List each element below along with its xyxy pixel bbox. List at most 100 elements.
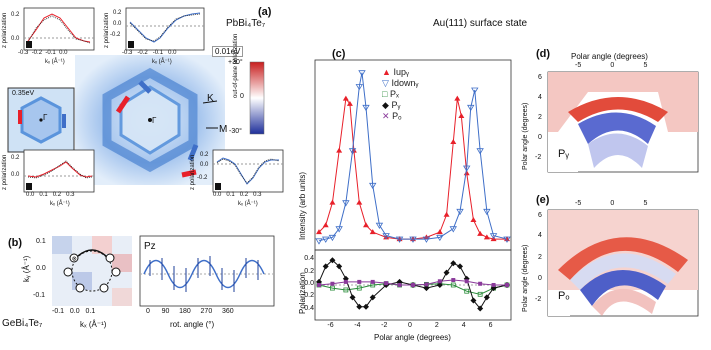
subplot-4-xticks: 0.0 0.1 0.2 0.3 bbox=[26, 192, 75, 198]
subplot-1-ytick-1: 0.0 bbox=[11, 36, 20, 42]
subplot-3-ytick-0: 0.2 bbox=[200, 152, 209, 158]
data-point-iup-y bbox=[470, 217, 477, 222]
data-point-p-z bbox=[437, 279, 442, 284]
legend-iup: ▲ Iupᵧ bbox=[382, 67, 409, 77]
panel-b-xlabel: kₓ (Å⁻¹) bbox=[80, 320, 107, 329]
subplot-3-ylabel: z polarization bbox=[190, 154, 196, 190]
data-point-p-y bbox=[436, 282, 443, 288]
data-point-idown-y bbox=[322, 236, 330, 243]
data-point-p-z bbox=[424, 282, 429, 287]
data-point-p-z bbox=[370, 279, 375, 284]
y-tick-label: -0.2 bbox=[301, 292, 314, 300]
data-point-p-y bbox=[349, 294, 356, 301]
panel-e-ytick-2: 2 bbox=[538, 254, 542, 261]
panel-b-label: (b) bbox=[8, 237, 23, 249]
subplot-2-ylabel: z polarization bbox=[104, 12, 110, 48]
panel-d-ytick-0: 6 bbox=[538, 74, 542, 81]
colorbar-title: out-of-plane polarization bbox=[233, 33, 239, 98]
data-point-p-y bbox=[322, 263, 329, 270]
data-point-idown-y bbox=[463, 165, 471, 172]
x-tick-label: -4 bbox=[354, 322, 361, 329]
data-point-p-y bbox=[450, 260, 457, 267]
panel-b-ytick-1: 0.0 bbox=[36, 265, 46, 272]
panel-d-tag: Pᵧ bbox=[558, 148, 569, 160]
data-point-p-z bbox=[505, 283, 509, 287]
subplot-3-ytick-2: -0.2 bbox=[197, 175, 208, 181]
m-label: M bbox=[219, 124, 228, 135]
panel-c-xticks: -6 -4 -2 0 2 4 6 bbox=[315, 322, 511, 332]
colorbar bbox=[249, 61, 265, 135]
panel-e-ytick-3: 0 bbox=[538, 275, 542, 282]
panel-b-xticks: -0.1 0.0 0.1 bbox=[52, 308, 96, 315]
data-point-p-y bbox=[369, 294, 376, 301]
data-point-iup-y bbox=[369, 229, 376, 235]
data-point-idown-y bbox=[328, 234, 337, 242]
data-point-p-x bbox=[330, 285, 335, 291]
data-point-iup-y bbox=[363, 222, 369, 228]
subplot-2-ytick-0: 0.2 bbox=[113, 10, 122, 16]
subplot-4 bbox=[23, 149, 95, 193]
gamma-label: Γ bbox=[152, 116, 157, 125]
data-point-p-z bbox=[357, 279, 362, 284]
data-point-p-y bbox=[363, 303, 369, 310]
panel-e-label: (e) bbox=[536, 194, 550, 206]
data-point-idown-y bbox=[409, 236, 417, 243]
spin-texture-map: ⊗ bbox=[52, 236, 132, 306]
data-point-iup-y bbox=[336, 147, 343, 153]
subplot-2-ytick-1: 0.0 bbox=[113, 21, 122, 27]
data-point-p-y bbox=[483, 294, 490, 301]
panel-d-ytick-4: -2 bbox=[535, 154, 542, 161]
data-point-iup-y bbox=[329, 199, 336, 205]
series-line-idown-y bbox=[318, 72, 508, 242]
data-point-idown-y bbox=[335, 226, 343, 233]
energy-label-inset: 0.35eV bbox=[12, 90, 35, 97]
panel-e-ytick-0: 6 bbox=[538, 212, 542, 219]
data-point-p-z bbox=[451, 278, 456, 283]
panel-b-ylabel: kᵧ (Å⁻¹) bbox=[22, 255, 31, 282]
panel-b-ytick-0: 0.1 bbox=[36, 238, 46, 245]
data-point-idown-y bbox=[483, 208, 491, 216]
x-tick-label: 0 bbox=[408, 322, 412, 329]
panel-d-ytick-1: 4 bbox=[538, 94, 542, 101]
data-point-iup-y bbox=[356, 199, 363, 205]
data-point-idown-y bbox=[348, 148, 357, 155]
data-point-iup-y bbox=[443, 211, 450, 217]
spin-arrow-red-1 bbox=[115, 95, 131, 114]
subplot-1-xlabel: kₓ (Å⁻¹) bbox=[45, 59, 65, 65]
k-label: K bbox=[207, 93, 214, 104]
data-point-p-y bbox=[477, 305, 484, 312]
data-point-iup-y bbox=[454, 95, 461, 101]
subplot-4-ytick-0: 0.2 bbox=[11, 155, 20, 161]
pz-map bbox=[547, 209, 699, 317]
subplot-3-ytick-1: 0.0 bbox=[200, 162, 209, 168]
data-point-p-z bbox=[384, 281, 389, 286]
x-tick-label: -2 bbox=[381, 322, 388, 329]
y-tick-label: 0.0 bbox=[304, 280, 314, 287]
arpes-map-main bbox=[75, 55, 225, 185]
y-tick-label: 0.2 bbox=[304, 267, 314, 275]
right-title: Au(111) surface state bbox=[433, 18, 528, 29]
panel-e-ytick-1: 4 bbox=[538, 232, 542, 239]
x-tick-label: 6 bbox=[488, 322, 493, 329]
data-point-p-x bbox=[356, 285, 362, 291]
data-point-idown-y bbox=[471, 87, 479, 94]
data-point-idown-y bbox=[315, 238, 323, 245]
legend-pz: ✕ Pₒ bbox=[382, 111, 402, 121]
data-point-iup-y bbox=[483, 234, 490, 240]
data-point-idown-y bbox=[503, 236, 511, 243]
x-tick-label: -6 bbox=[327, 322, 334, 329]
x-tick-label: 2 bbox=[434, 322, 439, 329]
k-pointer bbox=[202, 100, 218, 104]
data-point-iup-y bbox=[458, 113, 465, 118]
data-point-p-y bbox=[470, 297, 477, 304]
data-point-idown-y bbox=[382, 233, 390, 240]
panel-c-ylabel-top: Intensity (arb units) bbox=[298, 171, 307, 240]
panel-e-ytick-4: -2 bbox=[535, 296, 542, 303]
data-point-idown-y bbox=[342, 200, 350, 207]
energy-label-main: 0.01eV bbox=[212, 46, 244, 57]
inset-gamma-label: Γ bbox=[43, 113, 48, 122]
data-point-iup-y bbox=[316, 229, 322, 235]
svg-text:⊗: ⊗ bbox=[72, 257, 77, 263]
data-point-p-z bbox=[491, 283, 496, 287]
data-point-idown-y bbox=[489, 233, 498, 240]
